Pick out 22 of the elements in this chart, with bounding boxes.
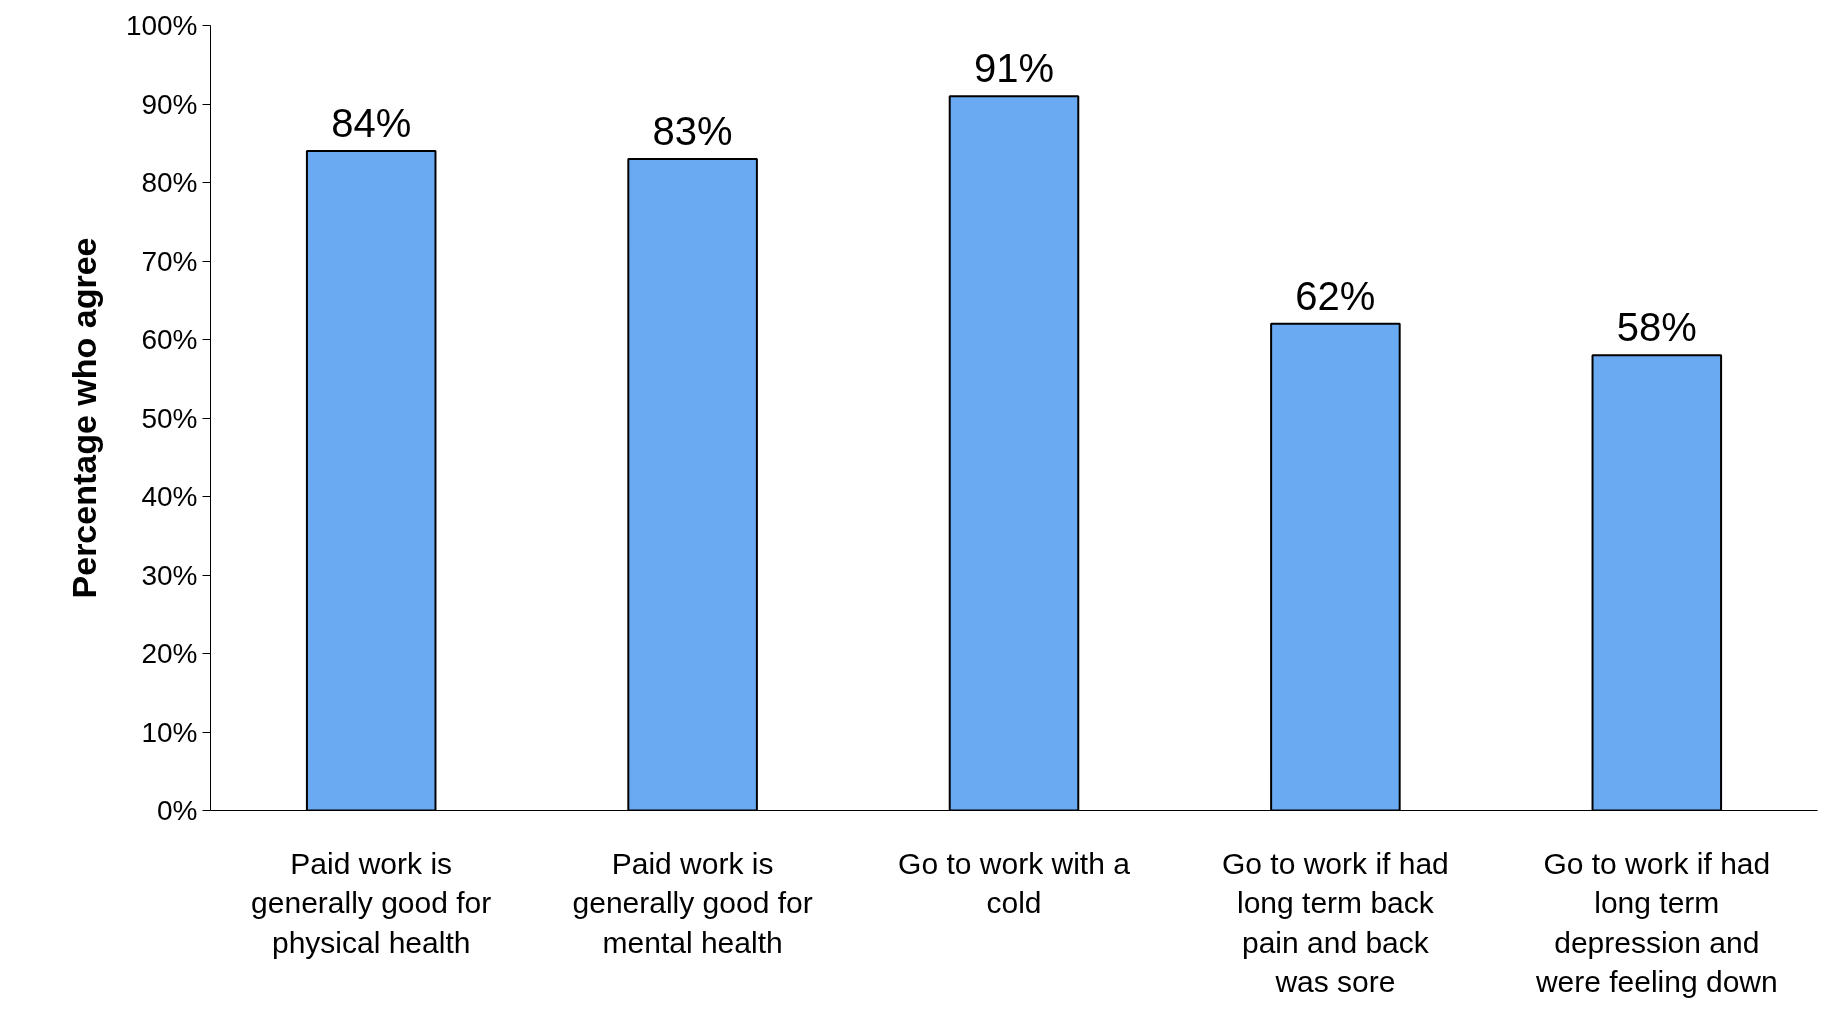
y-tick-label: 0%: [157, 795, 198, 826]
y-axis-title: Percentage who agree: [64, 237, 103, 599]
x-tick-label: Go to work if had long term back pain and back was sore: [1222, 846, 1449, 999]
data-label: 91%: [973, 46, 1055, 91]
y-tick-label: 10%: [141, 716, 198, 748]
data-label: 58%: [1616, 305, 1697, 350]
y-tick-label: 30%: [141, 559, 198, 591]
x-tick-label: Paid work is generally good for physical health: [251, 846, 492, 959]
x-tick-label: Paid work is generally good for mental health: [572, 846, 813, 959]
y-tick-label: 40%: [141, 481, 198, 512]
data-label: 84%: [331, 101, 412, 146]
y-tick-label: 80%: [141, 167, 198, 198]
data-label: 62%: [1295, 273, 1376, 318]
y-tick-label: 60%: [141, 324, 198, 355]
x-tick-label: Go to work with a cold: [898, 846, 1131, 920]
y-tick-label: 100%: [125, 10, 198, 41]
y-tick-label: 70%: [141, 245, 198, 277]
y-tick-label: 90%: [141, 88, 198, 120]
data-label: 83%: [652, 108, 733, 153]
y-tick-label: 20%: [141, 638, 198, 669]
x-tick-label: Go to work if had long term depression and were feeling down: [1534, 846, 1778, 999]
y-tick-label: 50%: [141, 402, 198, 434]
